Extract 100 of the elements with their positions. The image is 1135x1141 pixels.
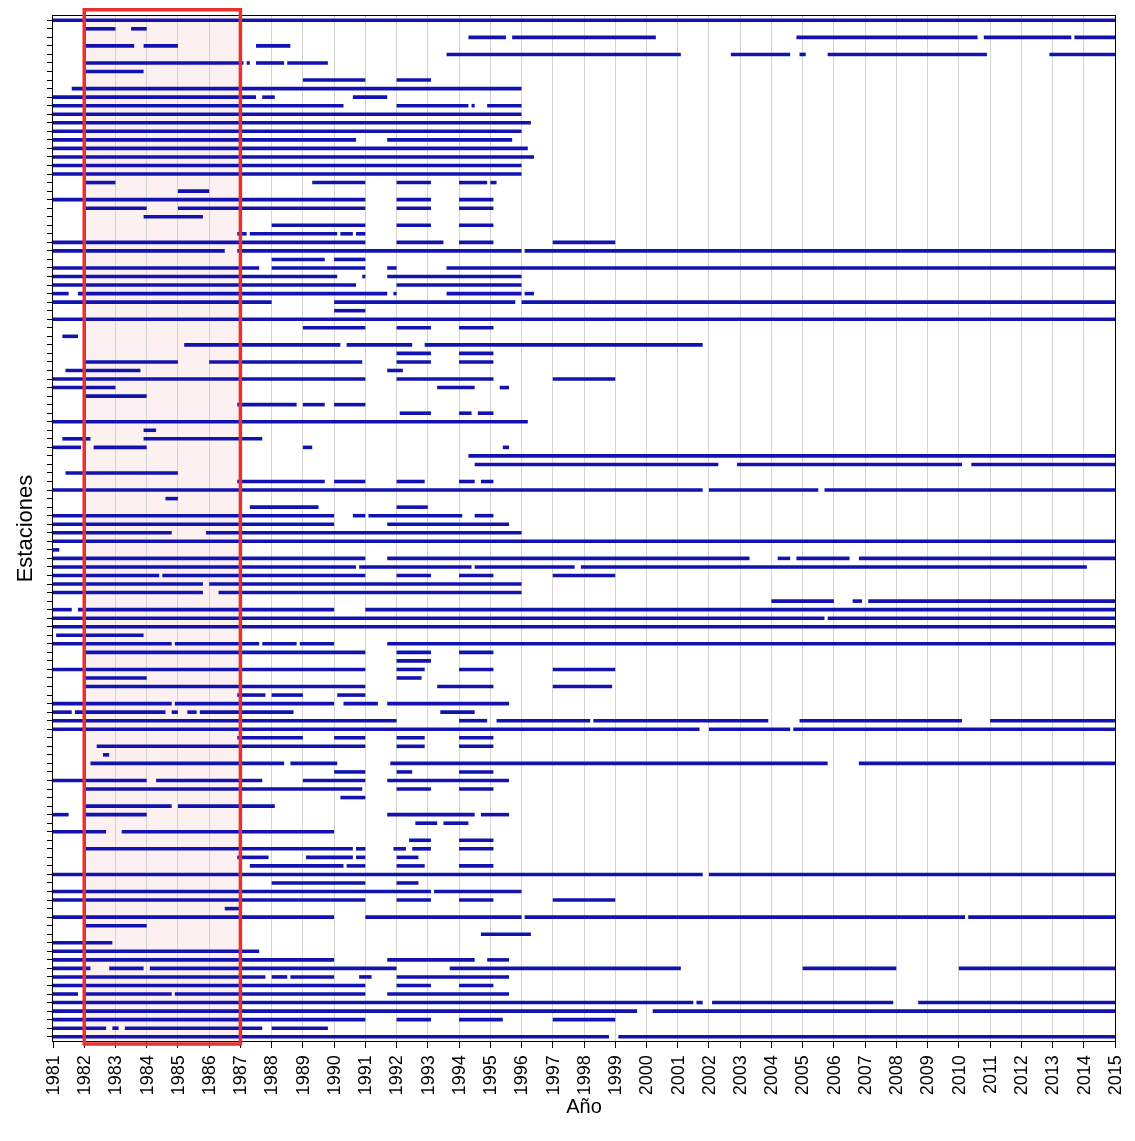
bar: [53, 940, 113, 945]
x-tick-label: 1993: [417, 1055, 438, 1096]
bar: [53, 530, 172, 535]
bar: [396, 360, 431, 364]
bar: [53, 18, 1115, 23]
bar: [708, 727, 791, 732]
x-tick-label: 1985: [167, 1055, 188, 1096]
x-tick-label: 1982: [74, 1055, 95, 1096]
bar: [396, 78, 431, 82]
bar: [249, 864, 344, 868]
bar: [387, 642, 1115, 646]
x-tick-label: 2005: [792, 1055, 813, 1096]
bar: [346, 343, 413, 347]
bar: [396, 325, 431, 330]
bar: [287, 61, 328, 65]
bar: [459, 838, 494, 843]
y-axis-title: Estaciones: [11, 474, 37, 583]
bar: [387, 266, 397, 270]
bar: [256, 44, 291, 48]
x-tick-label: 2007: [854, 1055, 875, 1096]
x-tick-label: 1992: [386, 1055, 407, 1096]
bar: [852, 599, 862, 603]
bar: [387, 958, 475, 962]
bar: [393, 291, 397, 296]
bar: [84, 61, 244, 65]
bar: [290, 975, 335, 979]
x-tick-label: 1987: [230, 1055, 251, 1096]
bar: [396, 377, 494, 381]
x-tick-label: 2001: [667, 1055, 688, 1096]
bar: [696, 1000, 703, 1005]
x-tick-label: 1994: [448, 1055, 469, 1096]
bar: [271, 693, 303, 697]
bar: [53, 624, 1115, 629]
x-tick-label: 1995: [480, 1055, 501, 1096]
bar: [359, 975, 372, 979]
bar: [271, 975, 288, 979]
bar: [271, 1026, 328, 1030]
bar: [396, 223, 431, 228]
bar: [346, 864, 366, 868]
bar: [249, 232, 338, 236]
bar: [337, 693, 366, 697]
bar: [84, 206, 147, 210]
bar: [174, 992, 366, 996]
x-tick-label: 2002: [698, 1055, 719, 1096]
x-tick-label: 2000: [636, 1055, 657, 1096]
x-tick-label: 1988: [261, 1055, 282, 1096]
bar: [396, 864, 425, 868]
bar: [53, 300, 272, 304]
bar: [177, 189, 210, 193]
bar: [84, 787, 363, 791]
bar: [53, 488, 703, 492]
bar: [237, 735, 303, 740]
bar: [446, 266, 1115, 270]
bar: [84, 804, 172, 808]
bar: [56, 633, 144, 638]
x-tick-label: 2011: [979, 1055, 1000, 1094]
bar: [387, 522, 510, 527]
bar: [177, 804, 275, 808]
bar: [53, 249, 225, 253]
bar: [262, 642, 297, 646]
bar: [237, 249, 522, 253]
bar: [652, 1009, 1115, 1013]
bar: [53, 120, 531, 125]
bar: [74, 710, 166, 714]
bar: [396, 206, 431, 210]
bar: [459, 325, 494, 330]
bar: [84, 27, 116, 31]
bar: [143, 437, 263, 441]
bar: [440, 710, 475, 714]
bar: [84, 44, 135, 48]
x-tick-label: 1997: [542, 1055, 563, 1096]
bar: [299, 642, 335, 646]
bar: [102, 753, 110, 757]
bar: [396, 505, 428, 509]
bar: [459, 770, 494, 774]
bar: [143, 214, 203, 219]
bar: [868, 599, 1115, 603]
bar: [399, 411, 431, 415]
bar: [112, 1026, 119, 1030]
bar: [84, 992, 172, 996]
bar: [334, 735, 366, 740]
bar: [53, 377, 366, 381]
bar: [84, 394, 147, 398]
x-tick-label: 1981: [42, 1055, 63, 1096]
bar: [387, 138, 513, 142]
bar: [424, 343, 703, 347]
bar: [53, 317, 1115, 322]
bar: [271, 266, 366, 270]
bar: [53, 548, 60, 552]
bar: [412, 847, 431, 851]
bar: [53, 419, 528, 424]
bar: [396, 770, 413, 774]
x-tick-label: 2014: [1073, 1055, 1094, 1096]
x-tick-label: 2013: [1042, 1055, 1063, 1096]
x-tick-label: 2008: [886, 1055, 907, 1096]
bar: [53, 958, 335, 962]
bar: [334, 770, 366, 774]
bar: [396, 676, 422, 680]
bar: [174, 642, 260, 646]
x-tick-label: 2004: [761, 1055, 782, 1096]
